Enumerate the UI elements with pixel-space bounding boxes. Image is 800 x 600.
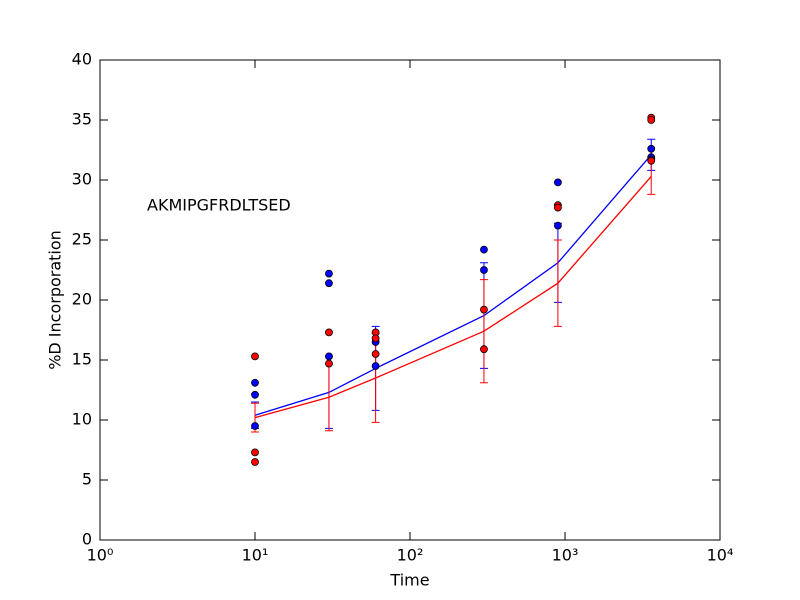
data-point: [371, 350, 380, 358]
series-line: [254, 175, 652, 419]
data-point: [554, 221, 562, 230]
y-tick-label: 40: [72, 50, 92, 69]
data-point: [251, 378, 259, 387]
plot-frame: [99, 59, 721, 541]
y-tick-label: 30: [72, 170, 92, 189]
annotation: AKMIPGFRDLTSED: [147, 196, 291, 215]
data-point: [251, 390, 259, 399]
series-line: [254, 154, 652, 416]
data-point: [371, 334, 380, 343]
y-axis-label: %D Incorporation: [46, 230, 65, 370]
y-tick-label: 35: [72, 110, 92, 129]
data-point: [251, 422, 259, 430]
x-axis-label: Time: [389, 571, 429, 590]
data-point: [480, 305, 488, 314]
data-point: [251, 458, 259, 466]
data-point: [325, 269, 333, 278]
data-point: [480, 245, 488, 254]
data-point: [647, 156, 656, 165]
error-bar: [479, 279, 488, 384]
data-point: [325, 359, 333, 368]
y-tick-label: 10: [72, 410, 92, 429]
y-tick-label: 5: [82, 470, 92, 489]
data-point: [554, 178, 562, 187]
data-point: [251, 448, 259, 457]
y-tick-label: 25: [72, 230, 92, 249]
data-point: [371, 362, 380, 370]
y-tick-label: 15: [72, 350, 92, 369]
error-bar: [553, 239, 562, 327]
x-tick-label: 10²: [397, 546, 424, 565]
x-tick-label: 10⁴: [707, 546, 734, 565]
x-tick-label: 10³: [552, 546, 579, 565]
data-point: [251, 352, 259, 361]
y-tick-label: 0: [82, 530, 92, 549]
x-tick-label: 10¹: [242, 546, 269, 565]
data-point: [325, 352, 333, 361]
data-point: [647, 116, 656, 124]
data-point: [480, 345, 488, 354]
data-point: [325, 328, 333, 337]
data-point: [647, 144, 656, 153]
x-tick-label: 10⁰: [87, 546, 114, 565]
data-point: [325, 279, 333, 288]
data-point: [554, 203, 562, 212]
data-point: [480, 266, 488, 274]
y-tick-label: 20: [72, 290, 92, 309]
